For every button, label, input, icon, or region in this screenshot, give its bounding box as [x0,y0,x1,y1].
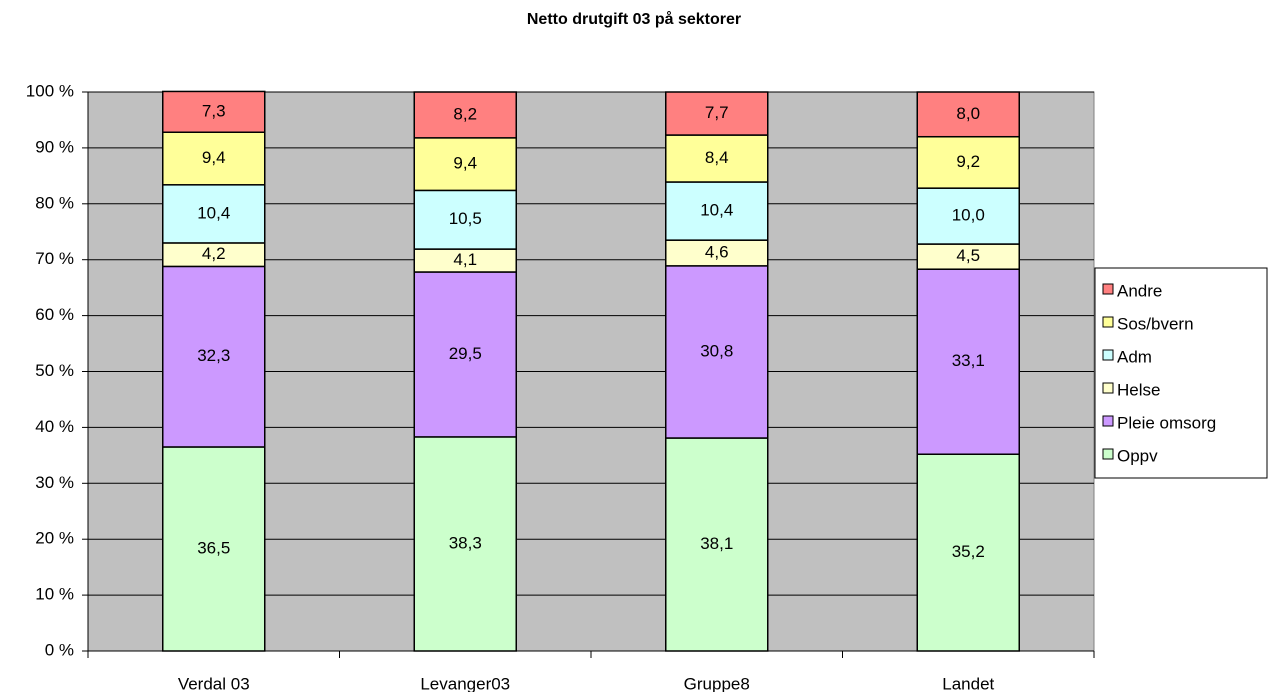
bar-segment [665,265,769,439]
data-label: 8,4 [705,148,729,167]
x-tick-label: Levanger03 [420,674,510,692]
legend-box [1094,267,1268,479]
data-label: 4,2 [202,244,226,263]
data-label: 35,2 [952,542,985,561]
y-tick-label: 90 % [35,137,74,156]
bar-segment [162,90,266,133]
bar-segment [413,91,517,139]
bar-segment [413,137,517,192]
bar-segment [916,453,1020,652]
data-label: 30,8 [700,341,733,360]
data-label: 9,4 [453,154,477,173]
legend-label: Helse [1117,380,1160,399]
data-label: 8,0 [956,104,980,123]
data-label: 10,5 [449,209,482,228]
legend-label: Sos/bvern [1117,314,1194,333]
bar-segment [916,91,1020,138]
bar-segment [916,268,1020,455]
y-tick-label: 20 % [35,529,74,548]
data-label: 10,4 [197,203,230,222]
y-tick-label: 10 % [35,585,74,604]
bar-segment [665,239,769,267]
data-label: 10,0 [952,206,985,225]
legend-swatch [1102,382,1114,394]
legend-swatch [1102,349,1114,361]
y-tick-label: 100 % [26,81,74,100]
chart-title: Netto drutgift 03 på sektorer [527,10,741,28]
data-label: 7,7 [705,103,729,122]
y-tick-label: 60 % [35,305,74,324]
data-label: 10,4 [700,201,733,220]
legend-label: Pleie omsorg [1117,413,1216,432]
legend-swatch [1102,448,1114,460]
data-label: 38,3 [449,533,482,552]
data-label: 4,6 [705,242,729,261]
bar-segment [665,437,769,652]
data-label: 4,5 [956,246,980,265]
x-tick-label: Verdal 03 [178,674,250,692]
bar-segment [413,436,517,652]
bar-segment [162,184,266,244]
bar-segment [162,446,266,652]
legend-label: Oppv [1117,446,1158,465]
data-label: 8,2 [453,104,477,123]
bar-segment [413,271,517,438]
data-label: 38,1 [700,534,733,553]
data-label: 32,3 [197,346,230,365]
bar-segment [665,134,769,183]
bar-segment [665,91,769,136]
legend-label: Adm [1117,347,1152,366]
legend-swatch [1102,316,1114,328]
data-label: 9,2 [956,152,980,171]
x-tick-label: Landet [942,674,994,692]
data-label: 4,1 [453,250,477,269]
bar-segment [665,181,769,241]
y-tick-label: 30 % [35,473,74,492]
bar-segment [162,265,266,448]
data-label: 9,4 [202,148,226,167]
legend-swatch [1102,415,1114,427]
y-tick-label: 40 % [35,417,74,436]
y-tick-label: 50 % [35,361,74,380]
legend-label: Andre [1117,281,1162,300]
x-tick-label: Gruppe8 [684,674,750,692]
y-tick-label: 0 % [45,640,74,659]
bar-segment [162,131,266,186]
data-label: 7,3 [202,101,226,120]
bar-segment [916,187,1020,245]
y-tick-label: 80 % [35,193,74,212]
bar-segment [916,135,1020,189]
data-label: 29,5 [449,344,482,363]
data-label: 33,1 [952,351,985,370]
bar-segment [413,189,517,250]
y-tick-label: 70 % [35,249,74,268]
data-label: 36,5 [197,538,230,557]
legend-swatch [1102,283,1114,295]
